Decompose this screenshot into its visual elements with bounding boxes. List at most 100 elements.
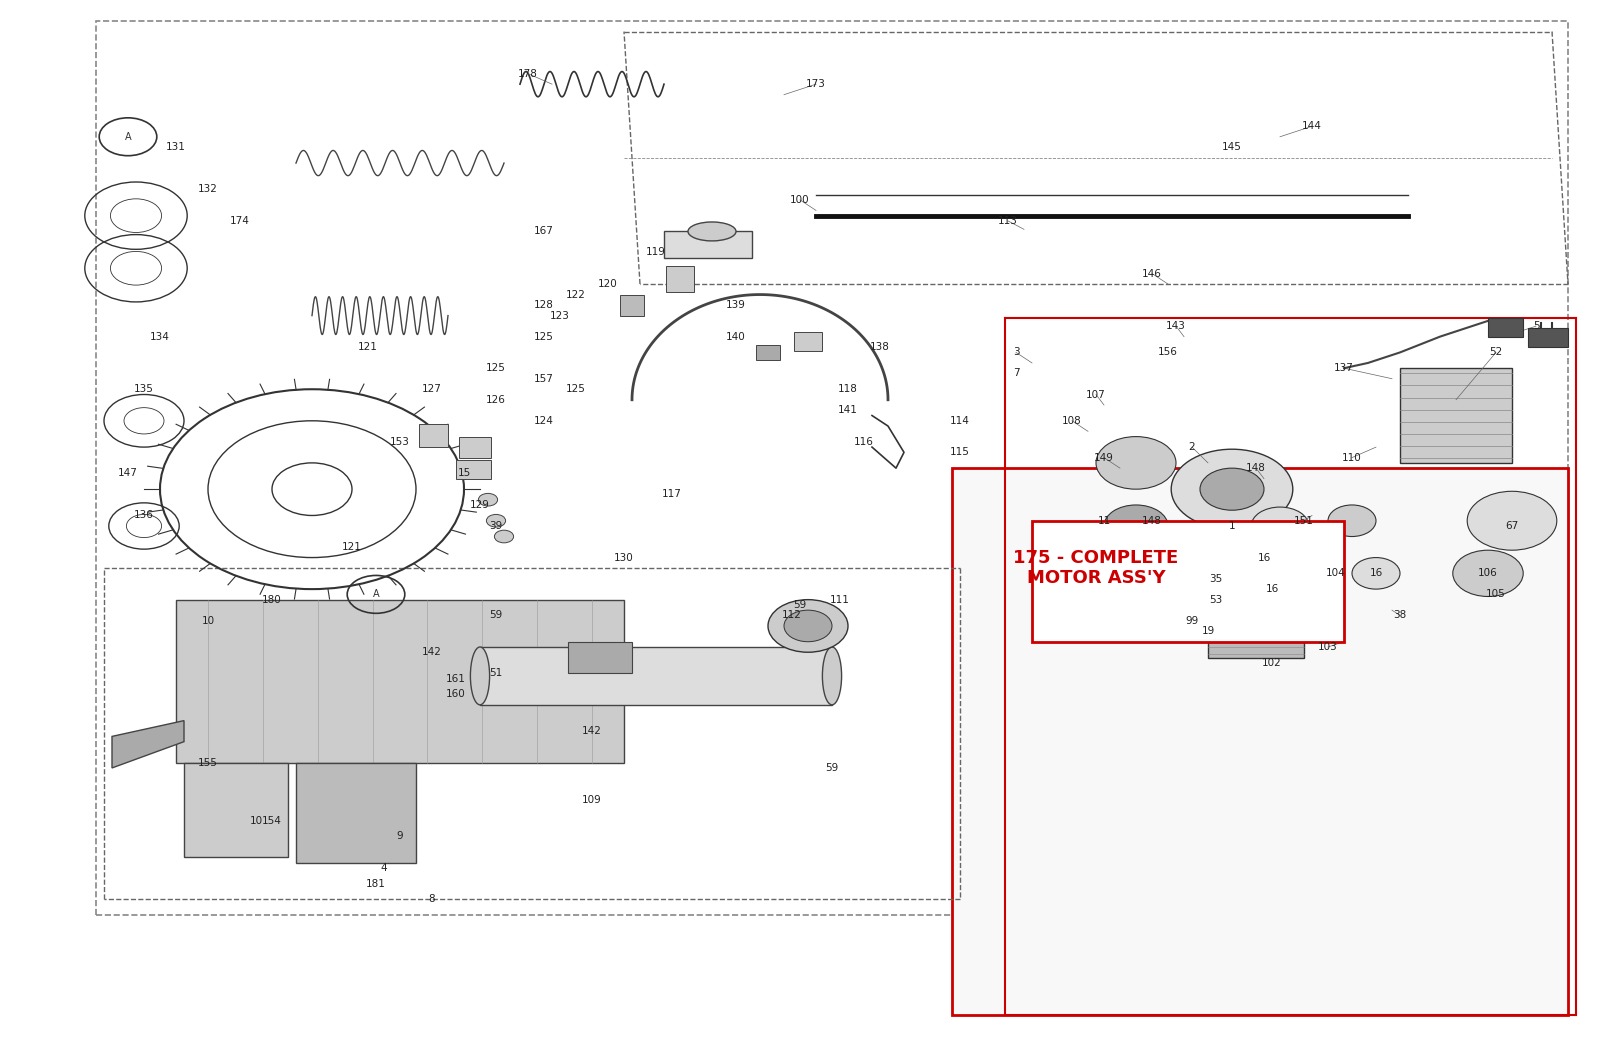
Text: 19: 19 [1202, 626, 1214, 636]
Bar [621, 295, 643, 316]
Text: 146: 146 [1142, 268, 1162, 279]
Text: 153: 153 [390, 437, 410, 447]
Bar [757, 345, 781, 360]
Text: 140: 140 [726, 331, 746, 342]
Text: 7: 7 [1013, 368, 1019, 379]
Text: 137: 137 [1334, 363, 1354, 373]
Circle shape [784, 610, 832, 642]
Text: 52: 52 [1490, 347, 1502, 358]
Circle shape [768, 600, 848, 652]
Text: 142: 142 [422, 647, 442, 658]
Text: 127: 127 [422, 384, 442, 394]
Text: 147: 147 [118, 468, 138, 479]
Text: 59: 59 [794, 600, 806, 610]
Text: 125: 125 [486, 363, 506, 373]
Text: 174: 174 [230, 216, 250, 226]
Text: 130: 130 [614, 552, 634, 563]
Text: 125: 125 [534, 331, 554, 342]
Text: 181: 181 [366, 878, 386, 889]
Text: 122: 122 [566, 289, 586, 300]
Bar [568, 642, 632, 673]
Polygon shape [296, 763, 416, 863]
Text: 114: 114 [950, 416, 970, 426]
Text: 107: 107 [1086, 389, 1106, 400]
Text: 151: 151 [1294, 515, 1314, 526]
Text: 105: 105 [1486, 589, 1506, 600]
Bar [480, 647, 832, 705]
Text: 104: 104 [1326, 568, 1346, 579]
FancyBboxPatch shape [1032, 521, 1344, 642]
Text: 8: 8 [429, 894, 435, 905]
Text: 11: 11 [1098, 515, 1110, 526]
Ellipse shape [822, 647, 842, 705]
Text: 115: 115 [950, 447, 970, 458]
Text: 128: 128 [534, 300, 554, 310]
Text: 110: 110 [1342, 452, 1362, 463]
Ellipse shape [688, 222, 736, 241]
Text: 4: 4 [381, 863, 387, 873]
Text: 10: 10 [250, 815, 262, 826]
Text: 124: 124 [534, 416, 554, 426]
Text: 156: 156 [1158, 347, 1178, 358]
Circle shape [1251, 507, 1309, 545]
Text: 120: 120 [598, 279, 618, 289]
Text: 100: 100 [790, 195, 810, 205]
Text: 10: 10 [202, 615, 214, 626]
Text: 157: 157 [534, 373, 554, 384]
Text: 103: 103 [1318, 642, 1338, 652]
Text: 99: 99 [1186, 615, 1198, 626]
Circle shape [486, 514, 506, 527]
Text: 119: 119 [646, 247, 666, 258]
Text: 15: 15 [458, 468, 470, 479]
Text: 123: 123 [550, 310, 570, 321]
Circle shape [1453, 550, 1523, 596]
Text: A: A [373, 589, 379, 600]
Text: 149: 149 [1094, 452, 1114, 463]
Polygon shape [112, 721, 184, 768]
Text: 1: 1 [1229, 521, 1235, 531]
Bar [184, 763, 288, 857]
Text: 121: 121 [358, 342, 378, 352]
Text: 59: 59 [826, 763, 838, 773]
Bar [176, 600, 624, 763]
Text: 178: 178 [518, 68, 538, 79]
Text: 144: 144 [1302, 121, 1322, 132]
Circle shape [494, 530, 514, 543]
Circle shape [1467, 491, 1557, 550]
Text: 38: 38 [1394, 610, 1406, 621]
Text: 109: 109 [582, 794, 602, 805]
Circle shape [1352, 558, 1400, 589]
Circle shape [1235, 554, 1293, 592]
Text: 180: 180 [262, 594, 282, 605]
Text: A: A [125, 132, 131, 142]
Text: 126: 126 [486, 394, 506, 405]
Bar [456, 460, 491, 479]
Text: 16: 16 [1370, 568, 1382, 579]
Text: 134: 134 [150, 331, 170, 342]
Circle shape [478, 493, 498, 506]
Text: 53: 53 [1210, 594, 1222, 605]
Circle shape [1200, 468, 1264, 510]
Text: 136: 136 [134, 510, 154, 521]
Circle shape [1096, 437, 1176, 489]
Circle shape [1104, 505, 1168, 547]
Text: 106: 106 [1478, 568, 1498, 579]
Bar [419, 424, 448, 447]
Text: 167: 167 [534, 226, 554, 237]
Text: 39: 39 [490, 521, 502, 531]
Ellipse shape [470, 647, 490, 705]
Text: 16: 16 [1258, 552, 1270, 563]
Bar [1208, 615, 1304, 658]
Text: 160: 160 [446, 689, 466, 700]
Text: 5: 5 [1533, 321, 1539, 331]
Bar [1528, 328, 1568, 347]
Text: 111: 111 [830, 594, 850, 605]
Circle shape [1328, 505, 1376, 537]
Bar [666, 265, 694, 291]
Text: 142: 142 [582, 726, 602, 736]
Text: 2: 2 [1189, 442, 1195, 452]
Text: 131: 131 [166, 142, 186, 153]
Text: 139: 139 [726, 300, 746, 310]
Text: 117: 117 [662, 489, 682, 500]
Text: 108: 108 [1062, 416, 1082, 426]
